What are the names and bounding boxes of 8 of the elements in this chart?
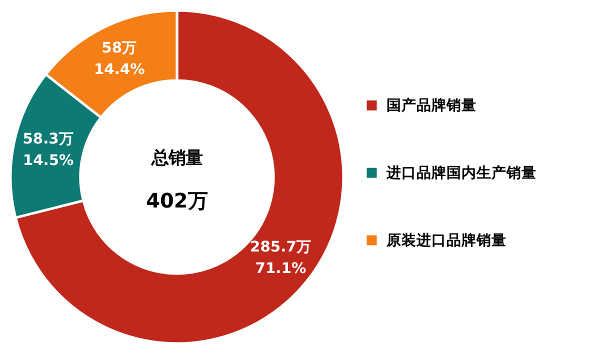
- data-label: 58.3万 14.5%: [22, 130, 74, 169]
- legend-label: 国产品牌销量: [386, 96, 477, 114]
- text: 总销量: [150, 148, 202, 169]
- text: 402万: [146, 188, 208, 212]
- data-label: 58万 14.4%: [94, 40, 146, 78]
- legend-label: 进口品牌国内生产销量: [386, 164, 537, 182]
- legend-label: 原装进口品牌销量: [386, 232, 507, 249]
- data-label: 285.7万 71.1%: [250, 238, 312, 277]
